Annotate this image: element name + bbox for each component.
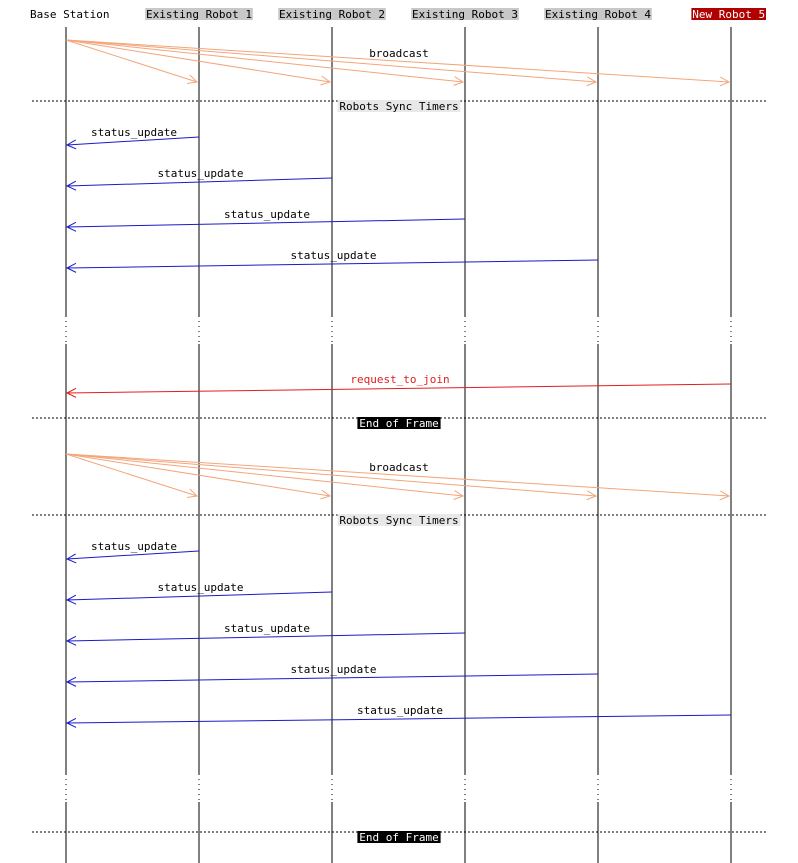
arrow-head	[719, 76, 731, 87]
request-to-join-message: request_to_join	[65, 373, 732, 398]
participant-label-bg	[145, 8, 253, 20]
arrow-head	[186, 74, 199, 85]
arrow-head	[65, 387, 77, 398]
arrow-head	[65, 262, 77, 273]
message-label: status_update	[157, 167, 243, 180]
message-label: request_to_join	[350, 373, 449, 386]
arrow-head	[65, 180, 77, 191]
divider-label-bg	[357, 831, 441, 843]
arrow-head	[65, 635, 77, 646]
status-update-message: status_update	[65, 622, 466, 646]
arrow-head	[453, 490, 465, 500]
participant-label-bg	[278, 8, 386, 20]
participant-label-bg	[691, 8, 766, 20]
broadcast-line-r4	[65, 39, 597, 83]
divider-label: End of Frame	[359, 831, 438, 844]
broadcast-line-r5	[65, 39, 730, 83]
message-line	[66, 218, 466, 228]
participant-label: Base Station	[30, 8, 109, 21]
participant-label: Existing Robot 4	[545, 8, 651, 21]
status-update-message: status_update	[65, 208, 466, 232]
divider-label-bg	[357, 417, 441, 429]
arrow-head	[65, 139, 77, 150]
participant-label-bg	[411, 8, 519, 20]
participant-r4: Existing Robot 4	[544, 8, 652, 21]
message-label: status_update	[290, 249, 376, 262]
broadcast-line-r5	[65, 453, 730, 497]
broadcast-line-r3	[65, 453, 464, 497]
message-line	[66, 673, 599, 683]
participant-label: New Robot 5	[692, 8, 765, 21]
broadcast-label: broadcast	[369, 461, 429, 474]
broadcast-line-r1	[65, 39, 198, 83]
status-update-message: status_update	[65, 540, 200, 564]
status-update-message: status_update	[65, 581, 333, 605]
broadcast-line-r3	[65, 39, 464, 83]
message-line	[66, 591, 333, 601]
lifelines	[65, 27, 732, 863]
participant-base: Base Station	[30, 8, 109, 21]
broadcast-line-r2	[65, 453, 331, 497]
message-line	[66, 259, 599, 269]
message-line	[66, 383, 732, 394]
arrow-head	[586, 490, 598, 501]
arrow-head	[65, 717, 77, 728]
arrow-head	[719, 490, 731, 501]
arrow-head	[65, 594, 77, 605]
divider-label: End of Frame	[359, 417, 438, 430]
message-label: status_update	[224, 622, 310, 635]
arrow-head	[65, 221, 77, 232]
arrow-head	[453, 76, 465, 86]
divider-label: Robots Sync Timers	[339, 514, 458, 527]
participant-r2: Existing Robot 2	[278, 8, 386, 21]
arrow-head	[186, 488, 199, 499]
status-update-message: status_update	[65, 704, 732, 728]
arrow-head	[320, 489, 332, 500]
status-update-message: status_update	[65, 663, 599, 687]
message-line	[66, 632, 466, 642]
arrow-head	[65, 676, 77, 687]
message-label: status_update	[91, 540, 177, 553]
frame-divider: Robots Sync Timers	[32, 100, 766, 113]
divider-label-bg	[337, 100, 461, 112]
frame-divider: End of Frame	[32, 417, 766, 430]
message-events: broadcast Robots Sync Timers status_update…	[32, 39, 766, 844]
divider-label: Robots Sync Timers	[339, 100, 458, 113]
broadcast-line-r2	[65, 39, 331, 83]
message-label: status_update	[91, 126, 177, 139]
arrow-head	[320, 75, 332, 86]
message-label: status_update	[357, 704, 443, 717]
message-line	[66, 550, 200, 560]
arrow-head	[586, 76, 598, 87]
frame-divider: End of Frame	[32, 831, 766, 844]
participant-label-bg	[544, 8, 652, 20]
arrow-head	[65, 553, 77, 564]
status-update-message: status_update	[65, 126, 200, 150]
message-label: status_update	[157, 581, 243, 594]
participant-r3: Existing Robot 3	[411, 8, 519, 21]
broadcast-line-r1	[65, 453, 198, 497]
status-update-message: status_update	[65, 249, 599, 273]
message-line	[66, 714, 732, 724]
frame-divider: Robots Sync Timers	[32, 514, 766, 527]
broadcast-message: broadcast	[65, 453, 731, 501]
participant-label: Existing Robot 1	[146, 8, 252, 21]
broadcast-line-r4	[65, 453, 597, 497]
broadcast-label: broadcast	[369, 47, 429, 60]
participant-headers: Base Station Existing Robot 1 Existing Rob…	[30, 8, 766, 21]
participant-r1: Existing Robot 1	[145, 8, 253, 21]
message-label: status_update	[290, 663, 376, 676]
status-update-message: status_update	[65, 167, 333, 191]
participant-label: Existing Robot 3	[412, 8, 518, 21]
divider-label-bg	[337, 514, 461, 526]
broadcast-message: broadcast	[65, 39, 731, 87]
participant-r5: New Robot 5	[691, 8, 766, 21]
message-line	[66, 177, 333, 187]
participant-label: Existing Robot 2	[279, 8, 385, 21]
message-label: status_update	[224, 208, 310, 221]
message-line	[66, 136, 200, 146]
